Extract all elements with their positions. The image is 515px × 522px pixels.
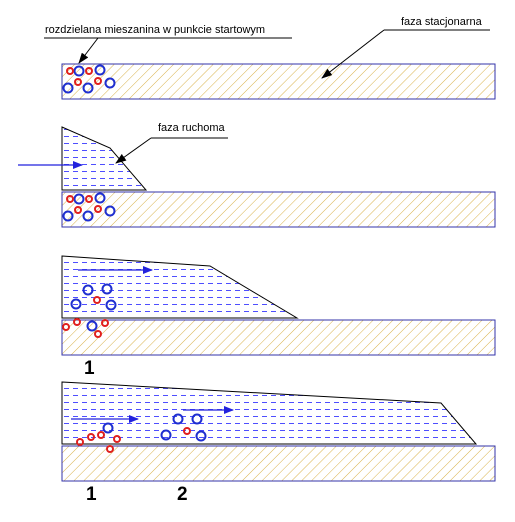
blue-particle <box>94 192 106 204</box>
stationary-phase-plate <box>61 191 496 228</box>
red-particle <box>113 435 121 443</box>
spot-number-2: 2 <box>177 484 188 505</box>
blue-particle <box>94 64 106 76</box>
red-particle <box>62 323 70 331</box>
red-particle <box>85 195 93 203</box>
mobile-phase-arrow <box>115 137 152 164</box>
red-particle <box>94 77 102 85</box>
stationary-phase-arrow <box>321 29 385 79</box>
start-mixture-spot <box>62 64 116 94</box>
blue-particle <box>86 320 98 332</box>
blue-particle <box>73 65 85 77</box>
spot-number-1: 1 <box>84 358 95 379</box>
blue-particle <box>73 193 85 205</box>
separating-spot <box>62 283 117 338</box>
stationary-phase-plate <box>61 445 496 482</box>
start-mixture-spot <box>62 192 116 222</box>
blue-particle <box>104 205 116 217</box>
mobile-phase-label: faza ruchoma <box>158 122 226 134</box>
red-particle <box>94 330 102 338</box>
red-particle <box>183 427 191 435</box>
blue-particle <box>82 284 94 296</box>
red-particle <box>66 67 74 75</box>
red-particle <box>94 205 102 213</box>
blue-particle <box>191 413 203 425</box>
blue-particle <box>172 413 184 425</box>
blue-particle <box>62 82 74 94</box>
start-mixture-label: rozdzielana mieszanina w punkcie startow… <box>45 24 265 36</box>
red-particle <box>87 433 95 441</box>
red-particle <box>101 319 109 327</box>
red-particle <box>66 195 74 203</box>
blue-particle <box>102 422 114 434</box>
mobile-phase-body <box>61 255 299 319</box>
blue-particle <box>104 77 116 89</box>
red-particle <box>106 445 114 453</box>
blue-particle <box>101 283 113 295</box>
blue-particle <box>62 210 74 222</box>
red-particle <box>74 78 82 86</box>
blue-particle <box>82 210 94 222</box>
red-particle <box>85 67 93 75</box>
stationary-phase-plate <box>61 63 496 100</box>
blue-particle <box>105 299 117 311</box>
panel-1: rozdzielana mieszanina w punkcie startow… <box>44 16 496 100</box>
component-1-spot <box>76 422 121 453</box>
red-particle <box>97 431 105 439</box>
panel-4: 1 2 <box>61 381 496 505</box>
panel-2: faza ruchoma <box>18 122 496 228</box>
spot-number-1: 1 <box>86 484 97 505</box>
red-particle <box>74 206 82 214</box>
panel-3: 1 <box>61 255 496 379</box>
stationary-phase-plate <box>61 319 496 356</box>
red-particle <box>93 296 101 304</box>
red-particle <box>73 318 81 326</box>
mobile-phase-body <box>61 126 148 191</box>
blue-particle <box>160 429 172 441</box>
component-2-spot <box>160 413 207 442</box>
blue-particle <box>82 82 94 94</box>
mobile-phase-body <box>61 381 478 445</box>
stationary-phase-label: faza stacjonarna <box>401 16 483 28</box>
start-mixture-arrow <box>78 37 99 64</box>
red-particle <box>76 438 84 446</box>
blue-particle <box>70 298 82 310</box>
blue-particle <box>195 430 207 442</box>
